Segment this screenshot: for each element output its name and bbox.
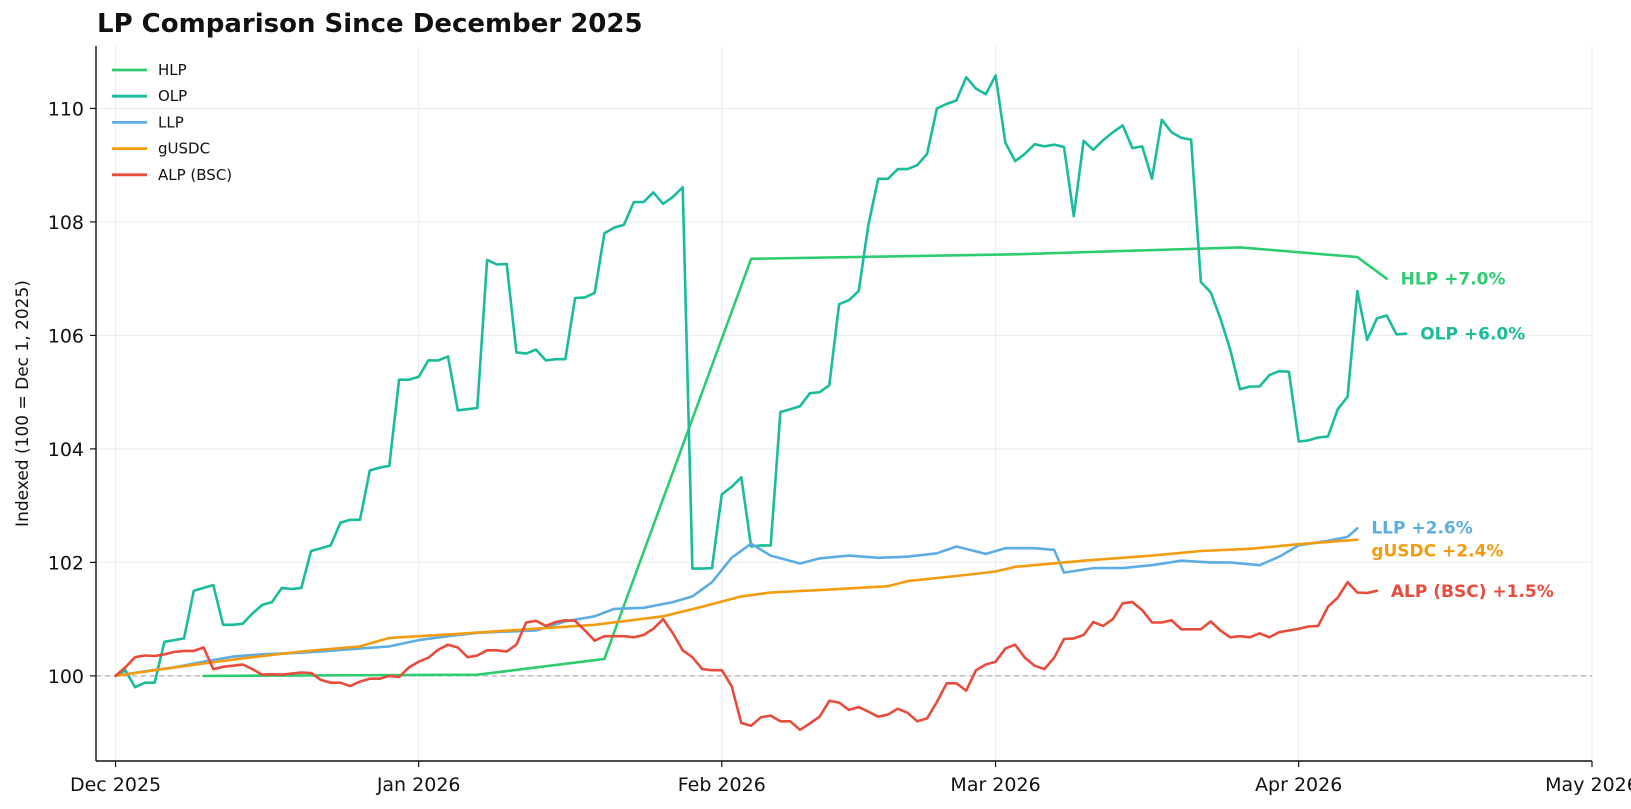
- y-tick-label: 104: [48, 439, 84, 461]
- end-label-hlp: HLP +7.0%: [1401, 270, 1506, 290]
- series-line-llp: [114, 527, 1359, 678]
- legend: HLP OLP LLP gUSDC ALP (BSC): [112, 61, 232, 184]
- x-tick-label: Feb 2026: [678, 774, 766, 796]
- y-tick-label: 100: [48, 666, 84, 688]
- legend-label-llp: LLP: [158, 113, 184, 131]
- x-tick-label: Mar 2026: [950, 774, 1040, 796]
- legend-label-gusdc: gUSDC: [158, 140, 210, 158]
- series-line-gusdc: [114, 538, 1359, 678]
- grid-lines: [96, 46, 1593, 761]
- series-lines: [114, 74, 1408, 732]
- x-axis-ticks: Dec 2025 Jan 2026 Feb 2026 Mar 2026 Apr 2026…: [70, 761, 1631, 796]
- x-tick-label: Jan 2026: [376, 774, 461, 796]
- end-labels: HLP +7.0% OLP +6.0% LLP +2.6% gUSDC +2.4% AL…: [1371, 270, 1553, 602]
- series-line-hlp: [202, 246, 1388, 678]
- y-tick-label: 106: [48, 325, 84, 347]
- end-label-llp: LLP +2.6%: [1371, 518, 1472, 538]
- end-label-gusdc: gUSDC +2.4%: [1371, 542, 1503, 562]
- axes: [95, 46, 1592, 762]
- end-label-olp: OLP +6.0%: [1420, 325, 1525, 345]
- series-line-olp: [114, 74, 1408, 689]
- chart-title: LP Comparison Since December 2025: [97, 9, 643, 39]
- y-tick-label: 108: [48, 212, 84, 234]
- x-tick-label: Dec 2025: [70, 774, 161, 796]
- legend-label-hlp: HLP: [158, 61, 187, 79]
- x-tick-label: Apr 2026: [1255, 774, 1342, 796]
- y-axis-ticks: 100 102 104 106 108 110: [48, 98, 96, 688]
- series-line-alp-bsc: [114, 580, 1379, 732]
- y-tick-label: 110: [48, 98, 84, 120]
- legend-label-alp-bsc: ALP (BSC): [158, 166, 232, 184]
- y-axis-label: Indexed (100 = Dec 1, 2025): [13, 280, 33, 527]
- x-tick-label: May 2026: [1545, 774, 1631, 796]
- y-tick-label: 102: [48, 552, 84, 574]
- legend-label-olp: OLP: [158, 87, 187, 105]
- end-label-alp-bsc: ALP (BSC) +1.5%: [1391, 582, 1554, 602]
